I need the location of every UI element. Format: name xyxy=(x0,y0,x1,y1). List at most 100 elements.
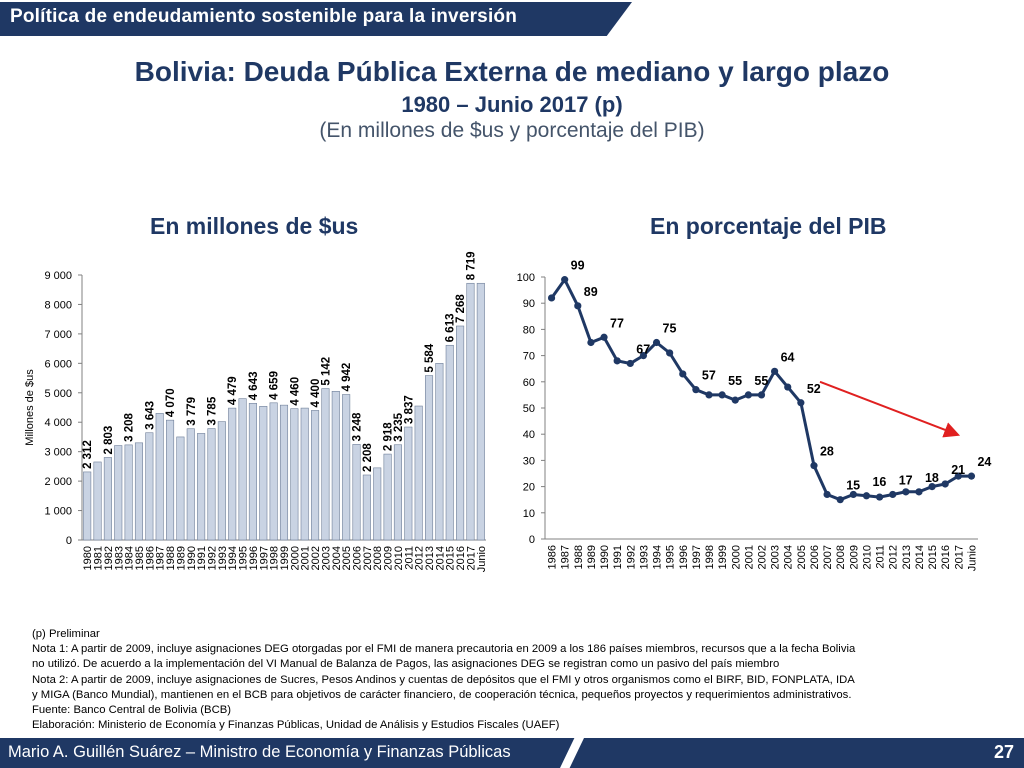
bar xyxy=(373,467,382,541)
bar-data-label: 5 584 xyxy=(424,343,436,372)
line-x-tick-label: 2010 xyxy=(861,545,873,569)
line-x-tick-label: 2016 xyxy=(940,545,952,569)
top-banner-bar xyxy=(0,2,632,36)
bar xyxy=(197,433,206,541)
slide-period: 1980 – Junio 2017 (p) xyxy=(401,92,623,117)
bar xyxy=(414,405,423,541)
line-y-tick-label: 60 xyxy=(523,377,535,389)
bar-data-label: 6 613 xyxy=(445,314,457,343)
bar-x-tick-label: 1995 xyxy=(238,546,250,570)
bar-x-tick-label: 1985 xyxy=(134,546,146,570)
line-data-label: 77 xyxy=(610,316,624,330)
line-data-label: 75 xyxy=(663,322,677,336)
bar-x-tick-label: 1996 xyxy=(248,546,260,570)
line-point xyxy=(731,396,739,404)
bar xyxy=(331,391,340,541)
footer-notch xyxy=(560,738,584,768)
bar-x-tick-label: 2002 xyxy=(310,546,322,570)
bar-x-tick-label: 1999 xyxy=(279,546,291,570)
bar xyxy=(238,398,247,541)
bar xyxy=(476,282,485,541)
bar-x-tick-label: 2009 xyxy=(383,546,395,570)
bar-y-tick-label: 6 000 xyxy=(44,358,72,370)
bar-x-tick-label: 2015 xyxy=(445,546,457,570)
bar-x-tick-label: 1990 xyxy=(186,546,198,570)
line-x-tick-label: 1996 xyxy=(678,545,690,569)
bar-data-label: 3 235 xyxy=(393,412,405,441)
line-y-tick-label: 90 xyxy=(523,298,535,310)
bar-data-label: 3 248 xyxy=(352,412,364,441)
bar xyxy=(456,325,465,541)
bar-x-tick-label: 2007 xyxy=(362,546,374,570)
line-point xyxy=(797,399,805,407)
line-point xyxy=(954,472,962,480)
charts-canvas: 0 1 000 2 000 3 000 4 000 5 000 6 000 7 000 8 00… xyxy=(24,251,991,572)
bar-data-label: 4 643 xyxy=(248,372,260,401)
line-x-tick-label: 2015 xyxy=(927,545,939,569)
banner-title: Política de endeudamiento sostenible par… xyxy=(10,6,518,27)
bar-data-label: 4 942 xyxy=(341,363,353,392)
line-point xyxy=(810,462,818,470)
bar-y-tick-label: 3 000 xyxy=(44,447,72,459)
line-point xyxy=(692,386,700,394)
footer-author: Mario A. Guillén Suárez – Ministro de Ec… xyxy=(8,743,511,761)
bar-data-label: 3 643 xyxy=(144,401,156,430)
footnote-preliminar: (p) Preliminar xyxy=(32,628,100,640)
line-point xyxy=(574,302,582,310)
line-point xyxy=(639,352,648,360)
bar-x-tick-label: 1989 xyxy=(175,546,187,570)
bar xyxy=(362,474,371,541)
line-data-label: 64 xyxy=(781,350,795,364)
bar-x-tick-label: 2006 xyxy=(352,546,364,570)
line-point xyxy=(744,391,752,399)
slide-units: (En millones de $us y porcentaje del PIB… xyxy=(319,119,705,142)
line-x-tick-label: 1999 xyxy=(717,545,729,569)
line-x-tick-label: 1994 xyxy=(652,545,664,569)
line-y-tick-label: 0 xyxy=(529,534,535,546)
line-x-tick-label: 1986 xyxy=(547,545,559,569)
bar-y-axis-label: Millones de $us xyxy=(24,369,36,446)
bar-data-label: 2 312 xyxy=(82,440,94,469)
bar-y-tick-label: 1 000 xyxy=(44,506,72,518)
bar xyxy=(352,444,361,541)
line-point xyxy=(705,391,713,399)
line-x-tick-label: 1995 xyxy=(665,545,677,569)
bar-x-tick-label: 2004 xyxy=(331,546,343,570)
bar xyxy=(311,410,320,541)
bar xyxy=(176,436,185,541)
footnotes: (p) Preliminar Nota 1: A partir de 2009,… xyxy=(32,627,992,733)
line-x-tick-label: 1988 xyxy=(573,545,585,569)
line-y-tick-label: 100 xyxy=(517,272,535,284)
bar-x-tick-label: 1983 xyxy=(113,546,125,570)
line-point xyxy=(849,490,857,499)
bar-y-tick-label: 4 000 xyxy=(44,417,72,429)
bar-data-label: 3 208 xyxy=(124,413,136,442)
line-point xyxy=(547,294,556,302)
bar xyxy=(393,444,402,541)
bar-y-tick-label: 7 000 xyxy=(44,329,72,341)
top-banner: Política de endeudamiento sostenible par… xyxy=(0,0,1024,36)
bar-data-label: 4 460 xyxy=(289,377,301,406)
line-data-label: 18 xyxy=(925,471,939,485)
bar-x-tick-label: 1994 xyxy=(227,546,239,570)
bar-x-tick-label: 2013 xyxy=(424,546,436,570)
line-point xyxy=(652,338,661,347)
bar-x-tick-label: 2003 xyxy=(320,546,332,570)
bar-x-tick-label: 2011 xyxy=(403,546,415,570)
line-x-tick-label: 2005 xyxy=(796,545,808,569)
bar-data-label: 4 659 xyxy=(269,371,281,400)
bar-data-label: 4 400 xyxy=(310,379,322,408)
line-point xyxy=(679,370,687,378)
line-x-tick-label: 2004 xyxy=(783,545,795,569)
bar-x-tick-label: 2008 xyxy=(372,546,384,570)
bar-y-tick-label: 8 000 xyxy=(44,299,72,311)
line-x-tick-label: 1989 xyxy=(586,545,598,569)
line-x-tick-label: 1993 xyxy=(638,545,650,569)
line-point xyxy=(666,349,674,357)
line-x-tick-label: 2008 xyxy=(835,545,847,569)
line-point xyxy=(836,496,844,504)
footer-bar: Mario A. Guillén Suárez – Ministro de Ec… xyxy=(0,738,1024,768)
bar xyxy=(424,375,434,541)
bar xyxy=(114,445,123,541)
line-x-tick-label: 1998 xyxy=(704,545,716,569)
